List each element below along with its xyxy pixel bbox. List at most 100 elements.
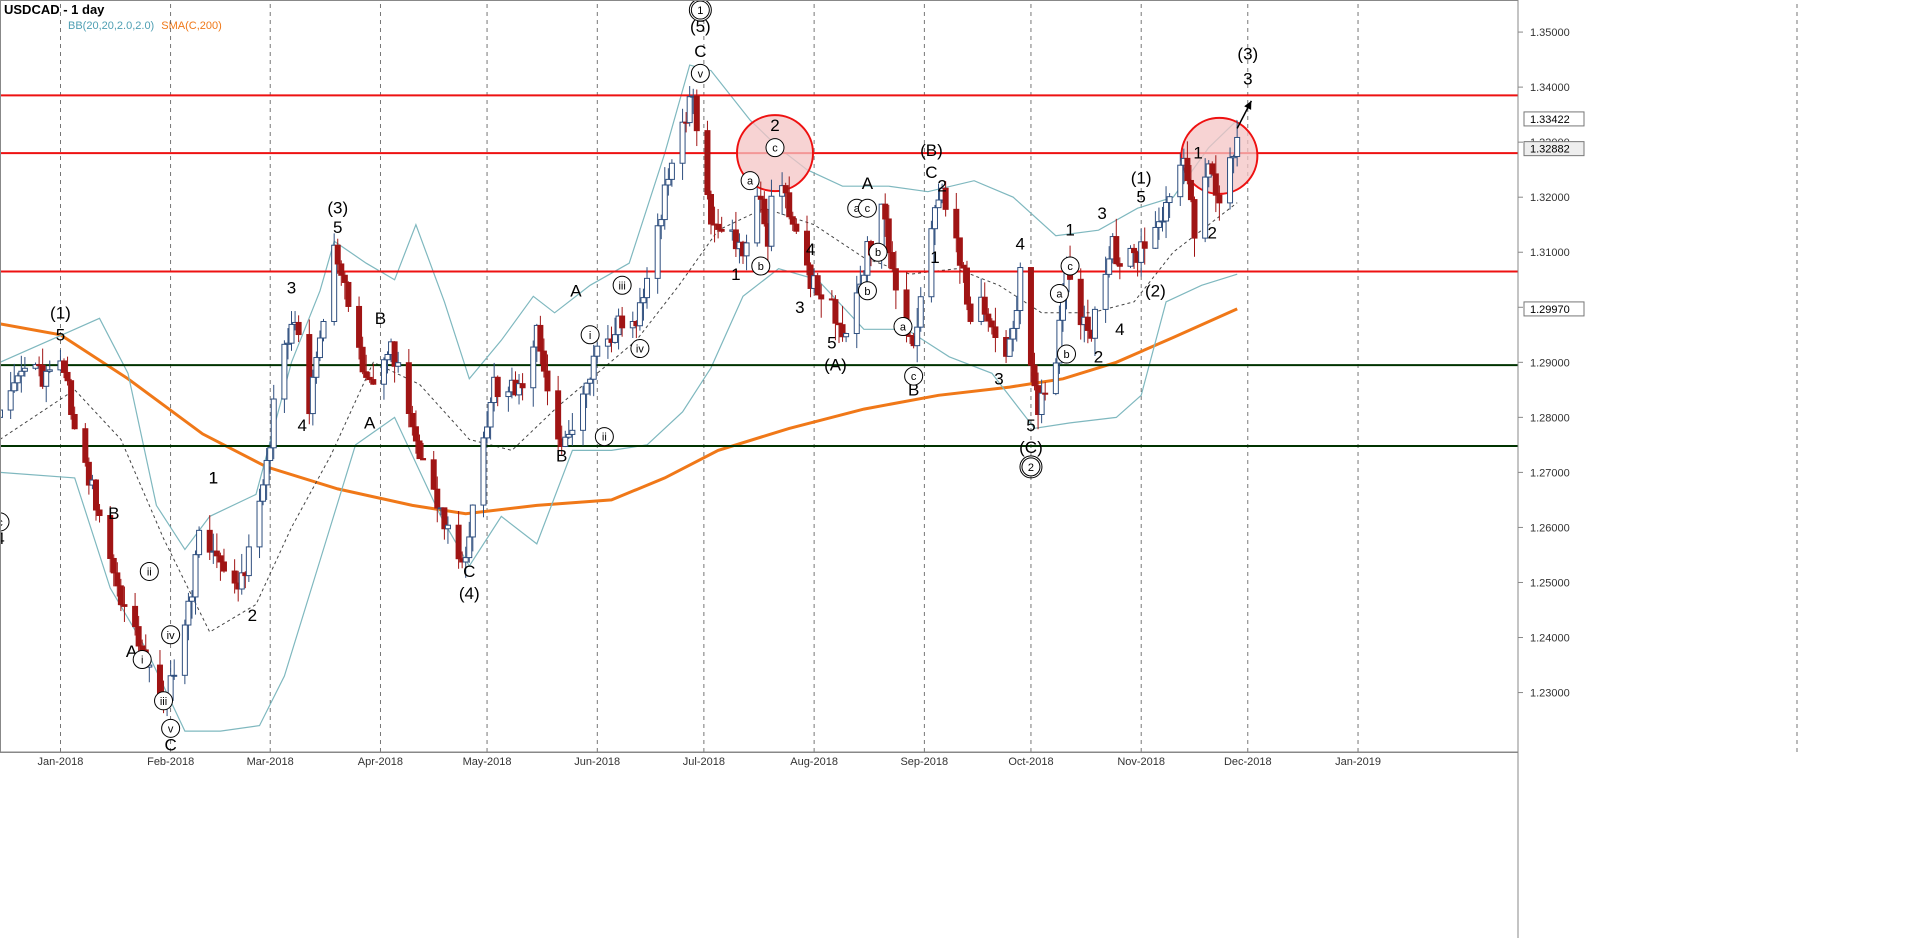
candle-body (430, 459, 437, 490)
wave-circle-label: iii (160, 696, 167, 708)
wave-circle-label: c (0, 517, 3, 529)
price-label: 1.32882 (1530, 144, 1570, 156)
wave-label: (A) (824, 356, 847, 375)
candle-body (484, 426, 491, 439)
candle-body (132, 605, 139, 628)
candle-body (853, 292, 860, 335)
candle-body (985, 313, 992, 322)
candle-body (0, 409, 3, 418)
wave-label: (B) (920, 141, 943, 160)
candle-body (583, 382, 590, 395)
candle-body (206, 529, 213, 553)
candle-body (981, 296, 988, 315)
wave-circle (690, 63, 710, 83)
candle-body (1166, 196, 1173, 204)
candle-body (704, 130, 711, 196)
candle-body (356, 305, 363, 348)
candle-body (839, 324, 846, 338)
wave-label: 2 (248, 606, 257, 625)
wave-circle (690, 0, 710, 20)
wave-circle-label: a (747, 176, 754, 188)
wave-label: A (570, 281, 582, 300)
candle-body (892, 268, 899, 291)
candle-body (192, 554, 199, 598)
candle-body (21, 367, 28, 372)
candle-body (903, 289, 910, 336)
wave-label: 4 (806, 240, 815, 259)
candle-body (530, 346, 537, 389)
candle-body (882, 203, 889, 220)
wave-circle-label: i (141, 655, 143, 667)
candle-body (363, 371, 370, 378)
wave-circle-label: b (1063, 349, 1069, 361)
candle-body (96, 509, 103, 517)
sma-legend: SMA(C,200) (161, 20, 222, 32)
candle-body (434, 488, 441, 509)
candle-body (412, 426, 419, 442)
y-tick-label: 1.26000 (1530, 522, 1570, 534)
candle-body (420, 458, 427, 461)
price-label-box (1523, 301, 1585, 317)
wave-label: 2 (937, 177, 946, 196)
candle-body (1230, 155, 1237, 159)
wave-circle-label: 2 (1028, 462, 1034, 474)
wave-label: B (556, 446, 567, 465)
candle-body (661, 184, 668, 221)
candle-body (1191, 199, 1198, 239)
bollinger-upper-line (0, 64, 1238, 551)
wave-circle-label: iv (636, 344, 644, 356)
candle-body (565, 433, 572, 438)
x-tick-label: Mar-2018 (247, 756, 294, 768)
wave-circle (594, 427, 614, 447)
y-tick-label: 1.31000 (1530, 247, 1570, 259)
candle-body (441, 507, 448, 530)
wave-circle-label: b (875, 247, 881, 259)
candle-body (956, 237, 963, 266)
candle-body (1141, 241, 1148, 249)
candle-body (217, 555, 224, 563)
wave-label: 3 (1243, 69, 1252, 88)
candle-body (1084, 316, 1091, 331)
candle-body (1131, 247, 1138, 254)
candle-body (889, 252, 896, 270)
wave-circle-label: v (168, 723, 174, 735)
wave-circle (857, 281, 877, 301)
wave-label: 3 (994, 369, 1003, 388)
candle-body (139, 645, 146, 651)
y-tick-label: 1.27000 (1530, 467, 1570, 479)
candle-body (992, 326, 999, 339)
candle-body (359, 346, 366, 373)
candle-body (843, 333, 850, 338)
x-tick-label: Feb-2018 (147, 756, 194, 768)
candle-body (1091, 308, 1098, 339)
wave-label: 1 (1065, 221, 1074, 240)
candle-body (612, 334, 619, 343)
wave-circle (630, 339, 650, 359)
wave-label: 1 (209, 468, 218, 487)
axes: Jan-2018 Feb-2018 Mar-2018 Apr-2018 May-2018… (0, 0, 1585, 938)
wave-circle (154, 691, 174, 711)
candle-body (284, 342, 291, 345)
candle-body (338, 263, 345, 276)
candle-body (263, 460, 270, 486)
candle-body (288, 323, 295, 344)
candle-body (334, 244, 341, 265)
candle-body (220, 561, 227, 572)
x-tick-label: Nov-2018 (1117, 756, 1165, 768)
wave-circle-label: 1 (697, 5, 703, 17)
wave-circle-label: v (698, 68, 704, 80)
candle-body (732, 229, 739, 250)
candle-body (316, 337, 323, 359)
wave-label: (2) (1145, 281, 1166, 300)
wave-circle-label: ii (602, 432, 607, 444)
candle-body (1234, 136, 1241, 157)
candle-body (43, 370, 50, 387)
wave-circle-label: c (911, 371, 917, 383)
candle-body (238, 572, 245, 590)
wave-circle (868, 242, 888, 262)
candle-body (1227, 157, 1234, 204)
candle-body (18, 370, 25, 377)
wave-label: C (463, 562, 475, 581)
candle-body (590, 355, 597, 380)
